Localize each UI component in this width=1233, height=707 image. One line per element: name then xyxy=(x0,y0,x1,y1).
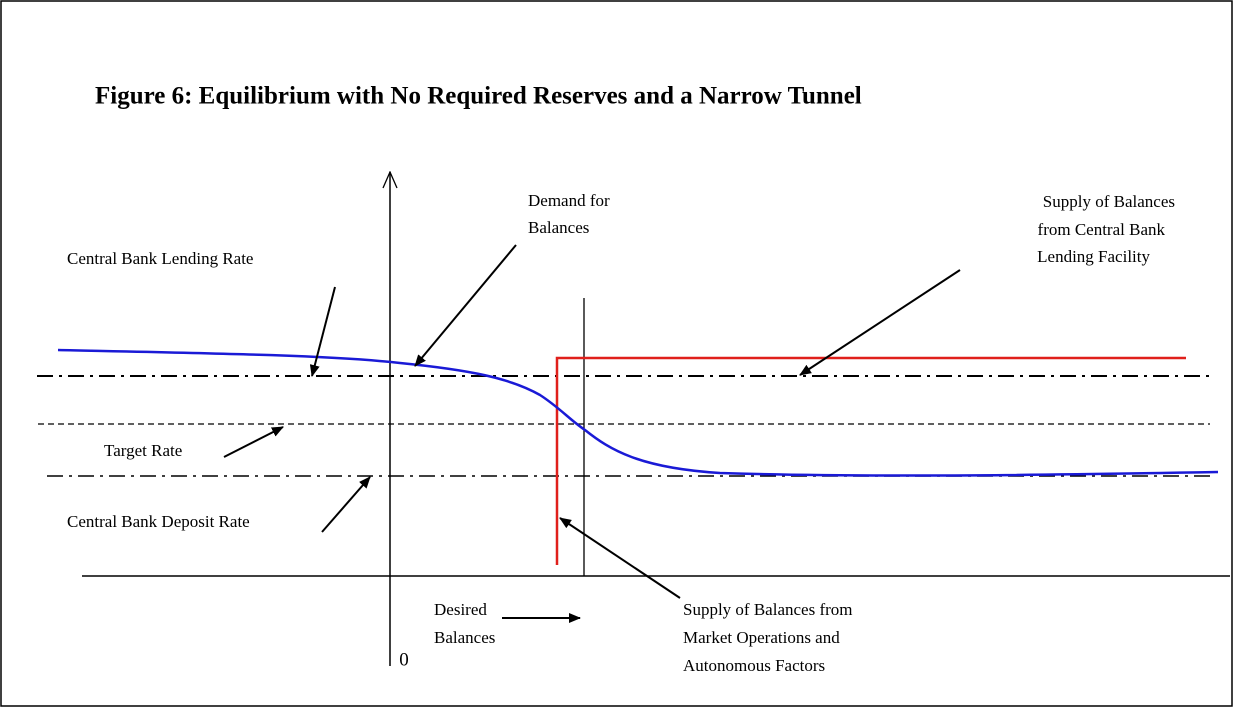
demand-label: Balances xyxy=(528,218,589,237)
supply-market-label: Autonomous Factors xyxy=(683,656,825,675)
supply-lending-label: Lending Facility xyxy=(1037,247,1150,266)
supply-lending-label: Supply of Balances xyxy=(1043,192,1175,211)
desired-label: Desired xyxy=(434,600,487,619)
supply-curve xyxy=(555,356,1186,565)
origin-label: 0 xyxy=(399,649,409,670)
supply-market-label: Supply of Balances from xyxy=(683,600,853,619)
arrow xyxy=(321,476,371,533)
arrow xyxy=(414,244,517,367)
supply-lending-label: from Central Bank xyxy=(1038,220,1166,239)
title: Figure 6: Equilibrium with No Required R… xyxy=(95,83,862,110)
arrow xyxy=(309,286,336,377)
deposit-rate-label: Central Bank Deposit Rate xyxy=(67,512,250,531)
arrow xyxy=(559,517,681,599)
arrow xyxy=(799,269,961,376)
demand-label: Demand for xyxy=(528,191,610,210)
lending-rate-label: Central Bank Lending Rate xyxy=(67,249,253,268)
target-rate-label: Target Rate xyxy=(104,441,182,460)
demand-curve xyxy=(57,348,1219,477)
desired-label: Balances xyxy=(434,628,495,647)
arrow xyxy=(223,426,284,458)
supply-market-label: Market Operations and xyxy=(683,628,840,647)
